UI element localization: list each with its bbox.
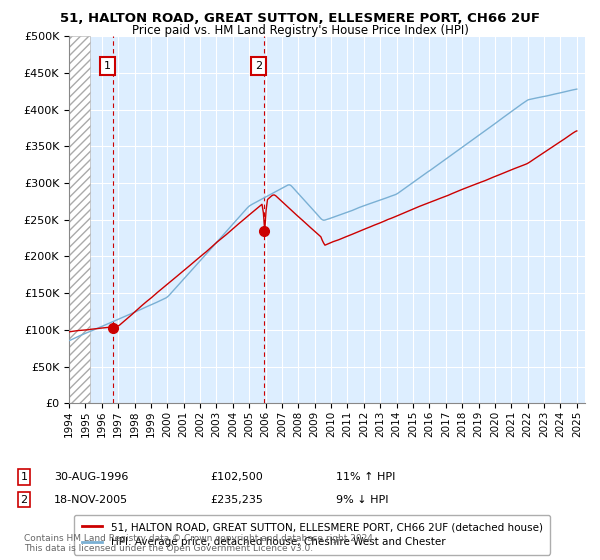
Text: 11% ↑ HPI: 11% ↑ HPI bbox=[336, 472, 395, 482]
Text: 51, HALTON ROAD, GREAT SUTTON, ELLESMERE PORT, CH66 2UF: 51, HALTON ROAD, GREAT SUTTON, ELLESMERE… bbox=[60, 12, 540, 25]
Text: 2: 2 bbox=[255, 60, 262, 71]
Text: 9% ↓ HPI: 9% ↓ HPI bbox=[336, 494, 389, 505]
Text: £235,235: £235,235 bbox=[210, 494, 263, 505]
Text: 2: 2 bbox=[20, 494, 28, 505]
Text: 18-NOV-2005: 18-NOV-2005 bbox=[54, 494, 128, 505]
Text: £102,500: £102,500 bbox=[210, 472, 263, 482]
Legend: 51, HALTON ROAD, GREAT SUTTON, ELLESMERE PORT, CH66 2UF (detached house), HPI: A: 51, HALTON ROAD, GREAT SUTTON, ELLESMERE… bbox=[74, 515, 550, 554]
Text: 1: 1 bbox=[20, 472, 28, 482]
Text: 1: 1 bbox=[104, 60, 111, 71]
Text: Price paid vs. HM Land Registry's House Price Index (HPI): Price paid vs. HM Land Registry's House … bbox=[131, 24, 469, 37]
Text: Contains HM Land Registry data © Crown copyright and database right 2024.
This d: Contains HM Land Registry data © Crown c… bbox=[24, 534, 376, 553]
Text: 30-AUG-1996: 30-AUG-1996 bbox=[54, 472, 128, 482]
